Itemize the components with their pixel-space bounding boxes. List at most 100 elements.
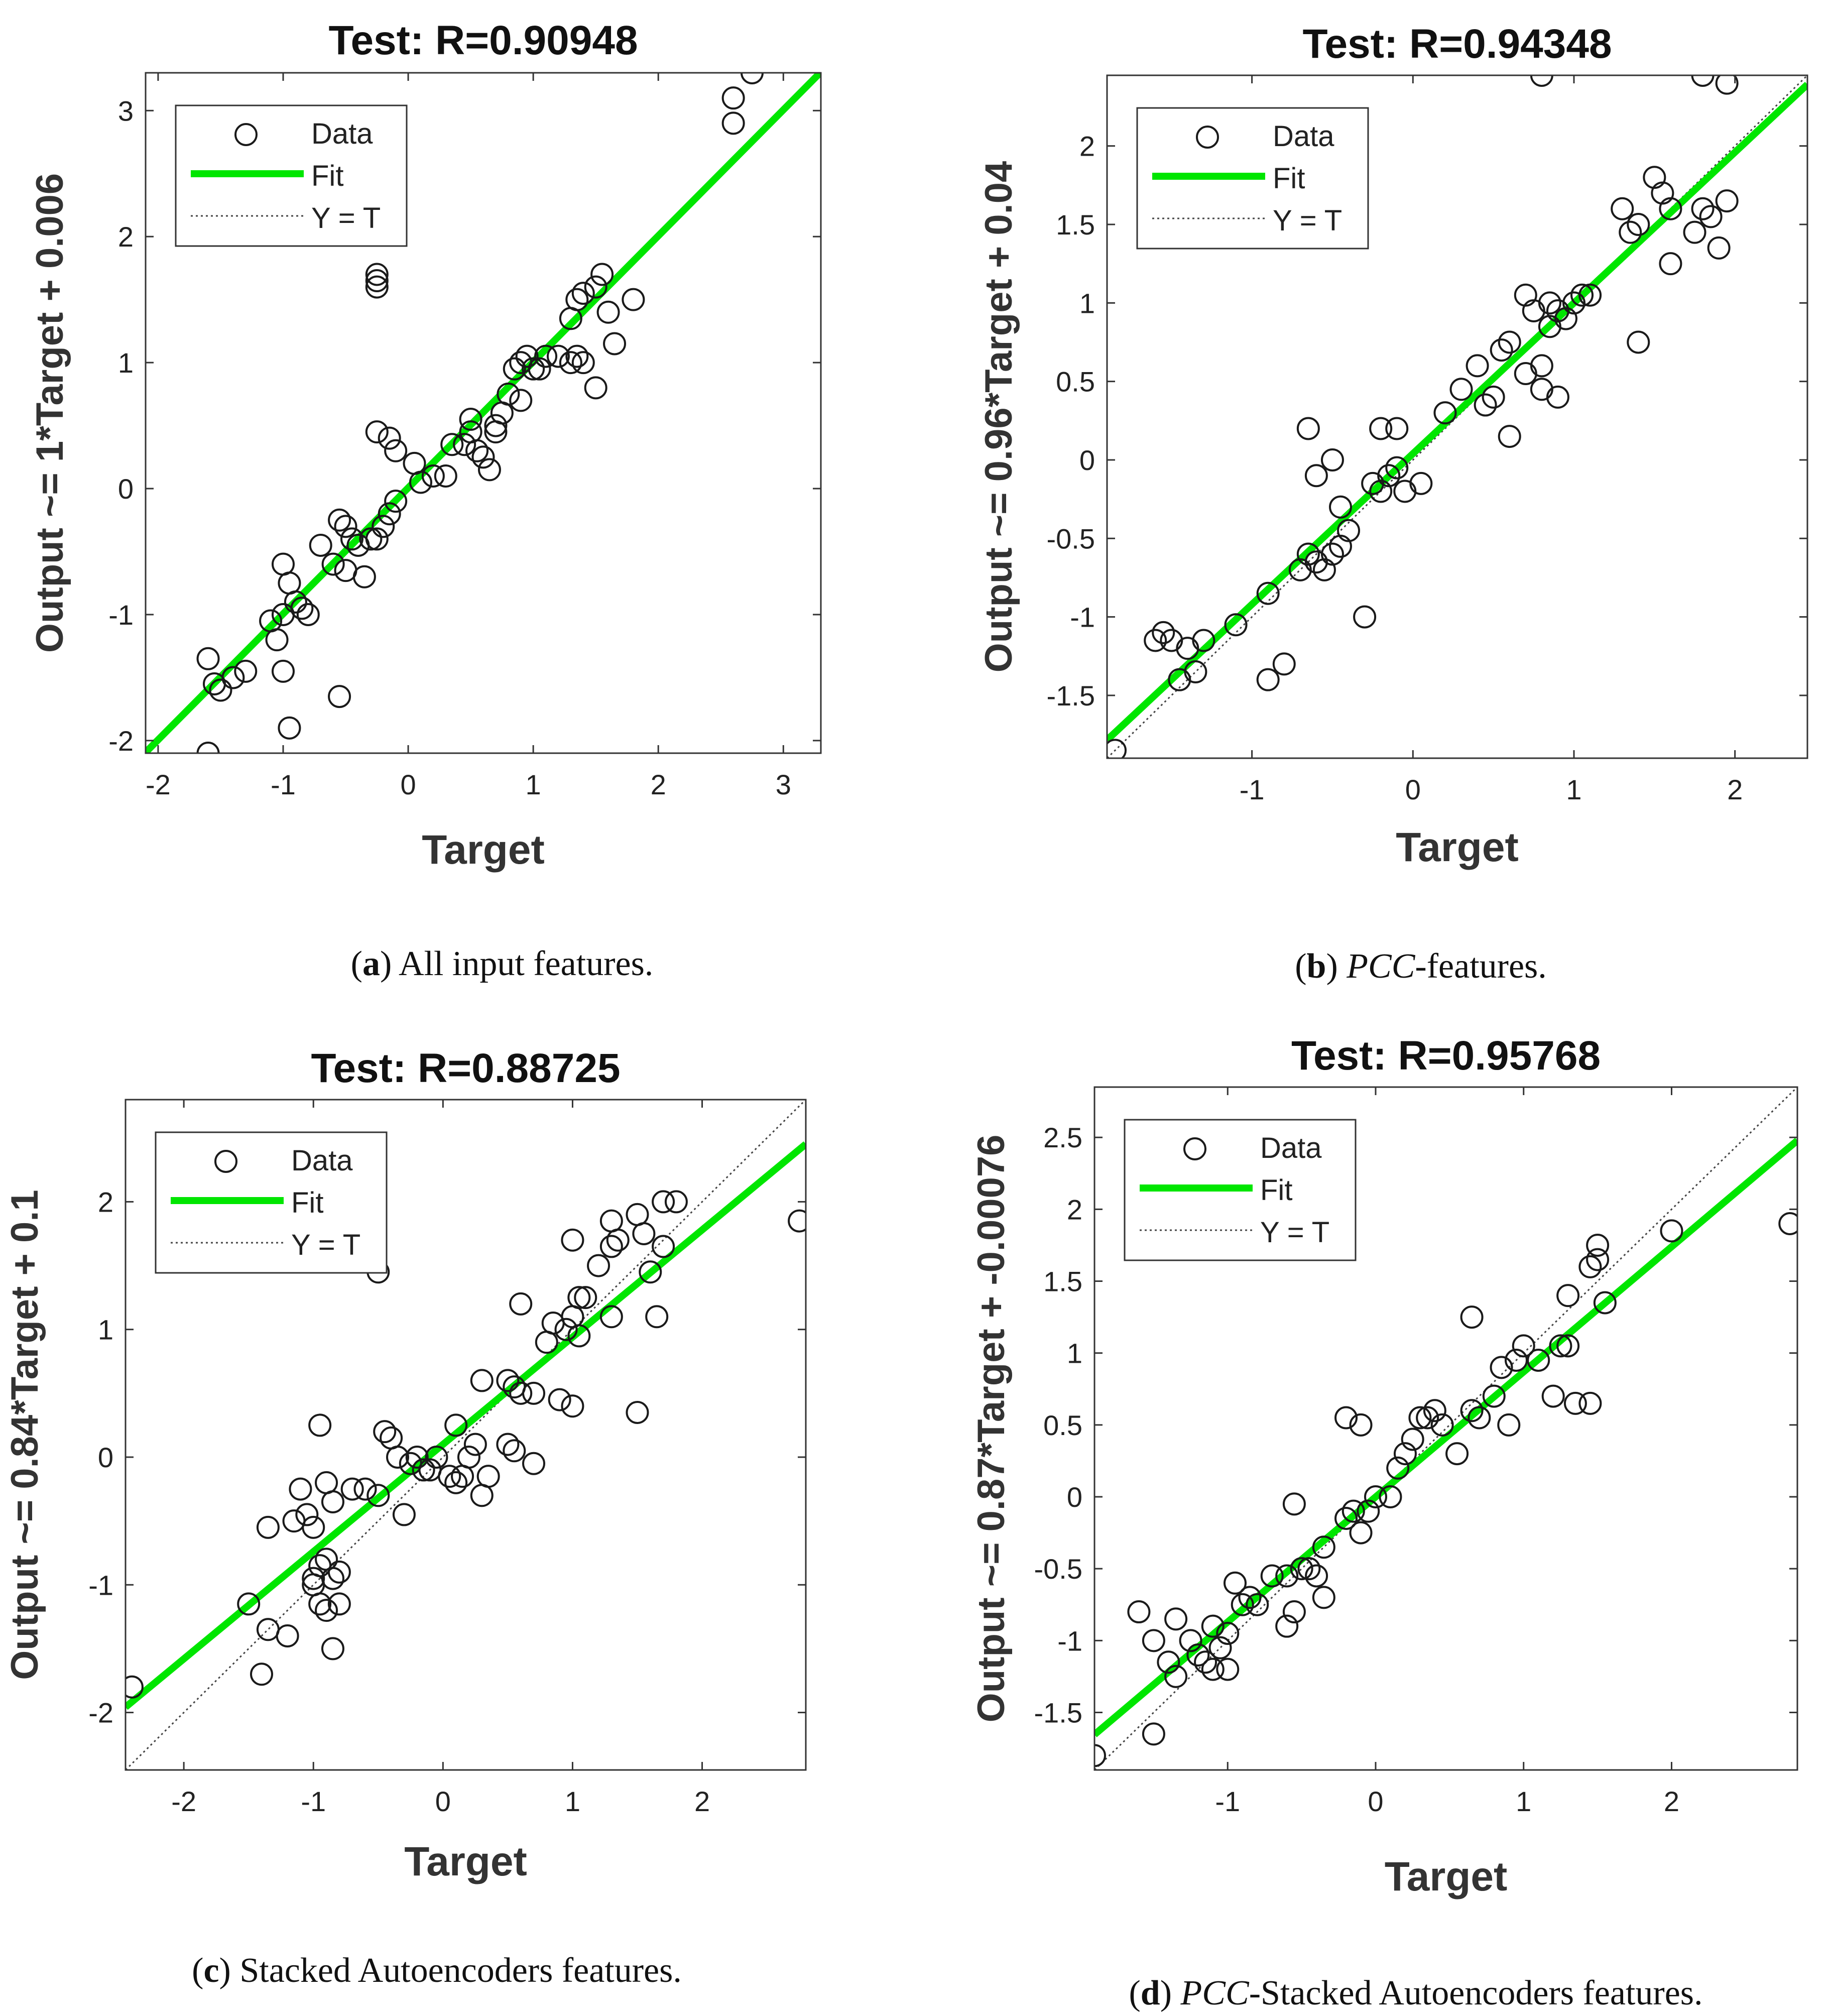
data-point (1094, 1744, 1106, 1767)
legend-entry: Y = T (291, 1229, 360, 1261)
x-tick-label: 1 (526, 769, 541, 800)
y-tick-label: 0 (1067, 1481, 1082, 1513)
identity-line (126, 1100, 806, 1770)
y-tick-label: 1 (1067, 1338, 1082, 1369)
data-point (421, 464, 445, 488)
caption-b: (b) PCC-features. (1295, 947, 1547, 986)
y-tick-label: -0.5 (1034, 1553, 1083, 1585)
y-tick-label: 0 (98, 1442, 113, 1473)
data-point (503, 357, 526, 381)
data-point (1296, 542, 1320, 566)
y-tick-label: -1.5 (1034, 1697, 1083, 1728)
chart-panel-3: -2 -1 0 1 2 -2 -1 0 1 2 Test: R=0.88725 Target Outpu… (4, 1045, 807, 1884)
chart-title: Test: R=0.94348 (1302, 21, 1612, 67)
data-point (1312, 1535, 1335, 1559)
data-point (1337, 519, 1361, 542)
data-point (1275, 1564, 1299, 1588)
data-point (1297, 1557, 1321, 1581)
x-tick-label: 3 (776, 769, 791, 800)
data-point (1364, 1485, 1387, 1508)
data-point (584, 376, 607, 400)
data-point (574, 1286, 597, 1310)
y-tick-label: -2 (108, 725, 134, 757)
x-tick-label: -1 (301, 1786, 326, 1817)
x-tick-label: -1 (271, 769, 296, 800)
data-point (1184, 660, 1207, 684)
data-point (1659, 252, 1682, 276)
data-point (425, 1446, 448, 1469)
x-tick-label: 1 (1566, 774, 1581, 805)
y-tick-label: 2 (1067, 1194, 1082, 1225)
data-point (1530, 354, 1553, 378)
data-point (1556, 1284, 1580, 1308)
data-point (1334, 1406, 1358, 1430)
y-tick-label: -0.5 (1047, 523, 1095, 554)
data-point (1393, 1442, 1417, 1466)
data-point (645, 1305, 669, 1329)
data-point (1778, 1212, 1797, 1235)
data-point (1549, 1334, 1572, 1358)
data-point (1570, 283, 1594, 307)
data-point (1341, 1499, 1365, 1523)
data-point (1659, 197, 1682, 220)
data-point (321, 1490, 344, 1513)
legend-entry: Fit (1273, 162, 1305, 195)
x-tick-label: 0 (1405, 774, 1421, 805)
data-point (509, 1381, 533, 1405)
data-point (1449, 378, 1473, 401)
y-tick-label: 1 (118, 347, 134, 379)
data-point (1619, 220, 1642, 244)
data-point (590, 263, 614, 286)
x-tick-label: 1 (565, 1786, 580, 1817)
data-point (587, 1254, 611, 1277)
data-point (1660, 1219, 1683, 1243)
y-tick-label: 1.5 (1043, 1266, 1082, 1297)
data-point (1272, 652, 1296, 676)
data-point (1144, 629, 1167, 652)
data-point (1482, 385, 1505, 409)
data-point (652, 1235, 675, 1258)
data-point (1179, 1629, 1202, 1652)
data-point (308, 1413, 332, 1437)
data-point (444, 1413, 468, 1437)
data-point (463, 1433, 487, 1456)
data-point (664, 1190, 688, 1214)
x-tick-label: -2 (146, 769, 171, 800)
data-point (606, 1228, 630, 1252)
data-point (308, 1592, 332, 1616)
data-point (1127, 1600, 1151, 1624)
data-point (328, 685, 351, 708)
legend-entry: Data (311, 117, 373, 150)
data-point (1474, 393, 1497, 417)
legend-entry: Fit (1260, 1174, 1292, 1207)
data-point (1152, 621, 1175, 644)
data-point (1527, 1349, 1550, 1372)
data-point (1482, 1384, 1506, 1408)
data-point (1416, 1406, 1439, 1430)
data-point (1186, 1643, 1210, 1667)
data-point (256, 1515, 280, 1539)
y-tick-label: -1 (108, 599, 134, 631)
data-point (365, 420, 389, 444)
data-point (1498, 330, 1521, 354)
x-tick-label: 1 (1516, 1786, 1531, 1817)
data-point (1578, 283, 1602, 307)
caption-text: All input features. (398, 944, 654, 983)
data-point (1312, 1586, 1335, 1609)
data-point (340, 1477, 364, 1501)
data-point (209, 678, 232, 702)
data-point (434, 464, 457, 488)
data-point (1530, 378, 1553, 401)
data-point (1238, 1586, 1262, 1609)
y-tick-label: -2 (88, 1697, 113, 1729)
data-point (1627, 330, 1650, 354)
data-point (1497, 1413, 1521, 1437)
data-point (126, 1675, 144, 1699)
data-point (386, 1446, 409, 1469)
data-point (639, 1260, 662, 1284)
x-tick-label: -1 (1240, 774, 1265, 805)
data-point (1157, 1650, 1180, 1674)
y-tick-label: 0.5 (1043, 1409, 1082, 1441)
caption-a: (a) All input features. (350, 944, 654, 983)
data-point (459, 408, 482, 431)
